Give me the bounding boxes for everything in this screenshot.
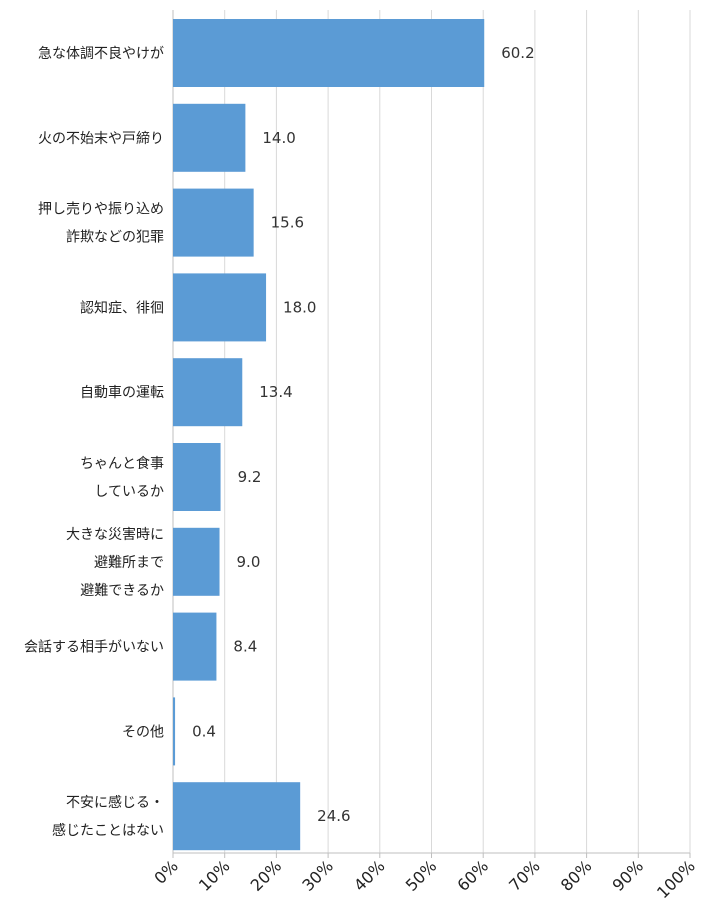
category-label: 自動車の運転 [80, 384, 164, 401]
category-label: 大きな災害時に [66, 527, 164, 543]
category-label: ちゃんと食事 [80, 455, 164, 472]
x-tick-label: 20% [247, 856, 286, 895]
bar [173, 782, 301, 851]
data-label: 24.6 [317, 807, 350, 825]
x-tick-label: 10% [195, 856, 234, 895]
category-label: その他 [122, 724, 164, 740]
bar [173, 358, 243, 427]
x-tick-label: 90% [609, 856, 648, 895]
data-label: 60.2 [501, 44, 534, 62]
category-label: 火の不始末や戸締り [38, 130, 164, 147]
category-label: 避難所まで [94, 555, 164, 571]
data-label: 18.0 [283, 298, 316, 316]
x-axis-ticks: 0% 10% 20% 30% 40% 50% 60% 70% 80% 90% 100% [150, 856, 698, 902]
bar [173, 188, 254, 257]
category-label: 会話する相手がいない [24, 639, 164, 656]
x-tick-label: 30% [298, 856, 337, 895]
x-tick-label: 60% [453, 856, 492, 895]
category-label: 認知症、徘徊 [80, 299, 164, 316]
data-label: 0.4 [192, 722, 216, 740]
category-labels: 急な体調不良やけが火の不始末や戸締り押し売りや振り込め詐欺などの犯罪認知症、徘徊… [24, 46, 164, 839]
category-label: 押し売りや振り込め [38, 202, 164, 218]
x-tick-label: 0% [150, 856, 181, 887]
bar [173, 19, 485, 87]
data-label: 14.0 [262, 129, 295, 147]
data-label: 9.0 [237, 553, 261, 571]
data-label: 13.4 [259, 383, 292, 401]
category-label: 急な体調不良やけが [38, 46, 164, 62]
data-label: 15.6 [271, 214, 304, 232]
category-label: 詐欺などの犯罪 [66, 230, 164, 246]
bars [173, 19, 485, 851]
category-label: 不安に感じる・ [66, 794, 164, 811]
gridlines [172, 10, 691, 858]
x-tick-label: 100% [653, 856, 699, 902]
data-label: 9.2 [238, 468, 262, 486]
bar [173, 527, 220, 596]
bar [173, 273, 267, 342]
bar [173, 612, 217, 681]
x-tick-label: 40% [350, 856, 389, 895]
bar [173, 443, 221, 511]
category-label: 感じたことはない [52, 822, 164, 839]
data-label: 8.4 [233, 638, 257, 656]
value-labels: 60.2 14.0 15.6 18.0 13.4 9.2 9.0 8.4 0.4 24.6 [192, 44, 535, 825]
x-tick-label: 80% [557, 856, 596, 895]
bar [173, 103, 246, 172]
category-label: しているか [94, 484, 164, 500]
category-label: 避難できるか [80, 583, 164, 599]
bar [173, 697, 176, 766]
x-tick-label: 50% [402, 856, 441, 895]
x-tick-label: 70% [505, 856, 544, 895]
